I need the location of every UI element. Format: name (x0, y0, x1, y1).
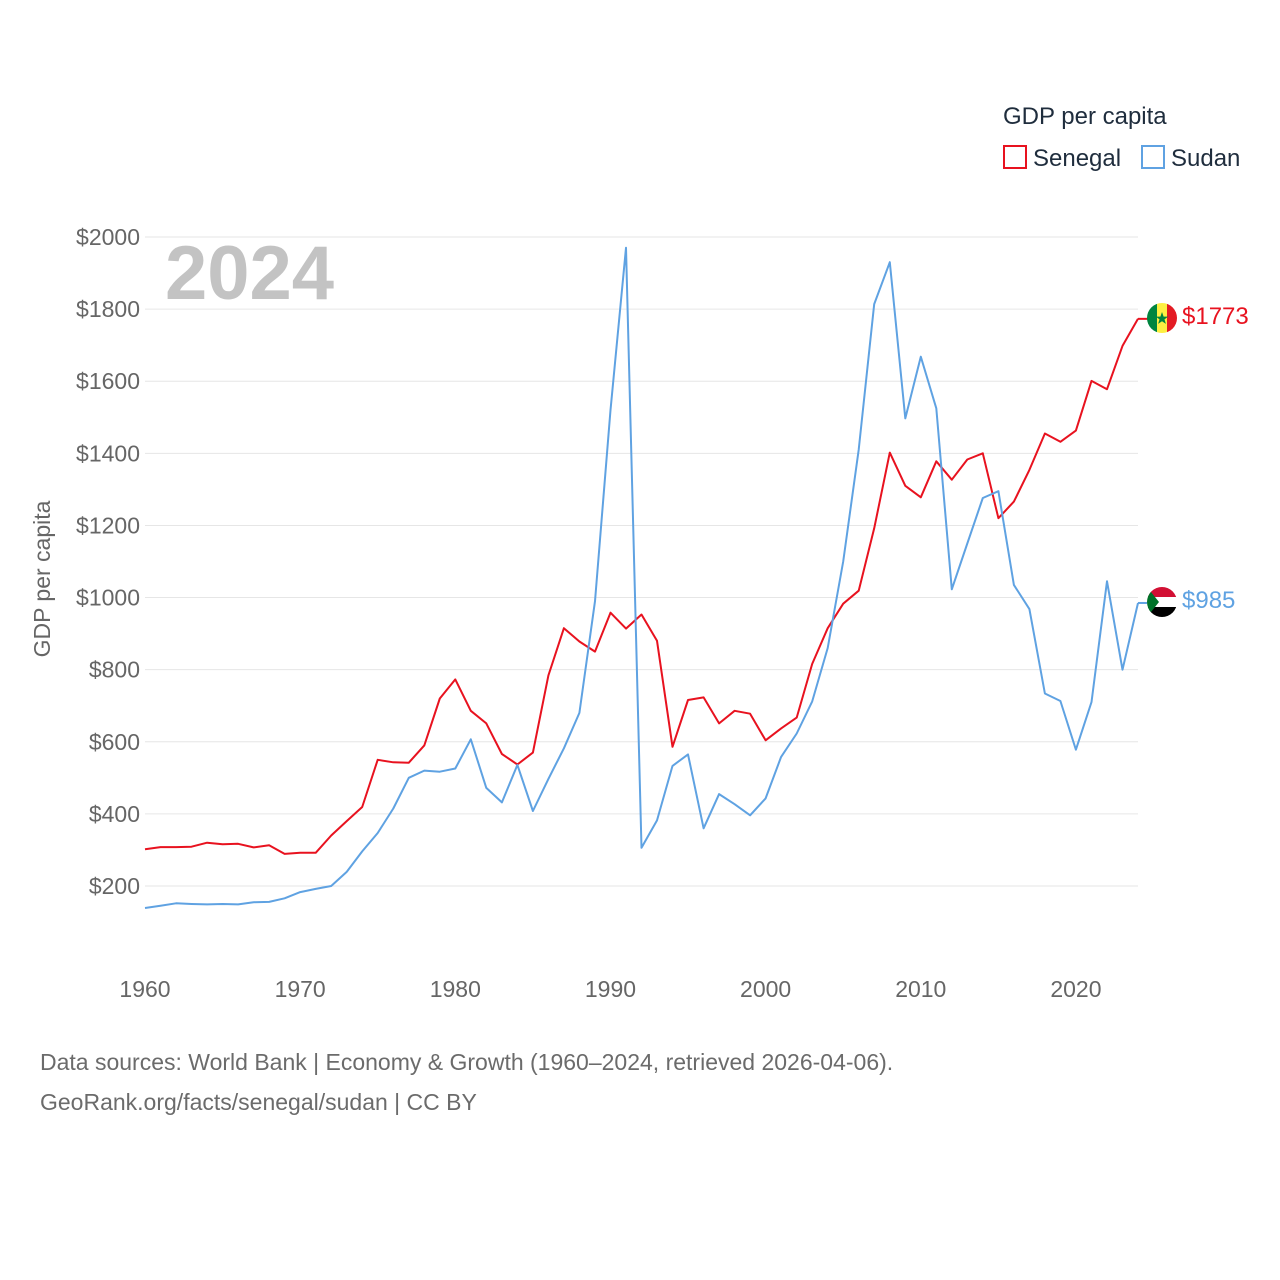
y-tick-label: $1800 (76, 296, 140, 322)
footer-sources: Data sources: World Bank | Economy & Gro… (40, 1049, 894, 1075)
senegal-flag-icon (1147, 303, 1177, 333)
x-tick-label: 2010 (895, 976, 946, 1002)
x-tick-label: 1970 (275, 976, 326, 1002)
y-tick-label: $1600 (76, 368, 140, 394)
series-lines (144, 246, 1148, 909)
sudan-flag-icon (1147, 587, 1177, 617)
legend-swatch-sudan (1141, 145, 1165, 169)
end-value-sudan: $985 (1182, 587, 1235, 614)
y-tick-label: $1200 (76, 512, 140, 538)
x-tick-label: 2000 (740, 976, 791, 1002)
y-tick-label: $600 (89, 729, 140, 755)
y-tick-label: $1000 (76, 585, 140, 611)
y-tick-label: $800 (89, 657, 140, 683)
series-line-sudan (144, 246, 1139, 909)
y-tick-label: $400 (89, 801, 140, 827)
gdp-line-chart: $200 $400 $600 $800 $1000 $1200 $1400 $1600 $180… (29, 103, 1249, 1002)
x-axis-ticks: 1960 1970 1980 1990 2000 2010 2020 (119, 976, 1101, 1002)
legend: GDP per capita Senegal Sudan (1003, 103, 1240, 172)
legend-label-senegal: Senegal (1033, 145, 1121, 172)
footer: Data sources: World Bank | Economy & Gro… (40, 1042, 893, 1122)
legend-title: GDP per capita (1003, 103, 1167, 130)
legend-label-sudan: Sudan (1171, 145, 1240, 172)
y-tick-label: $1400 (76, 440, 140, 466)
end-value-senegal: $1773 (1182, 303, 1249, 330)
year-watermark: 2024 (165, 231, 334, 316)
x-tick-label: 1980 (430, 976, 481, 1002)
legend-swatch-senegal (1003, 145, 1027, 169)
series-line-senegal (144, 318, 1139, 855)
x-tick-label: 1990 (585, 976, 636, 1002)
y-axis-ticks: $200 $400 $600 $800 $1000 $1200 $1400 $1600 $180… (76, 224, 140, 899)
y-tick-label: $200 (89, 873, 140, 899)
y-tick-label: $2000 (76, 224, 140, 250)
grid-lines (145, 236, 1138, 887)
x-tick-label: 2020 (1050, 976, 1101, 1002)
x-tick-label: 1960 (119, 976, 170, 1002)
y-axis-label: GDP per capita (29, 500, 55, 657)
footer-link: GeoRank.org/facts/senegal/sudan | CC BY (40, 1089, 477, 1115)
